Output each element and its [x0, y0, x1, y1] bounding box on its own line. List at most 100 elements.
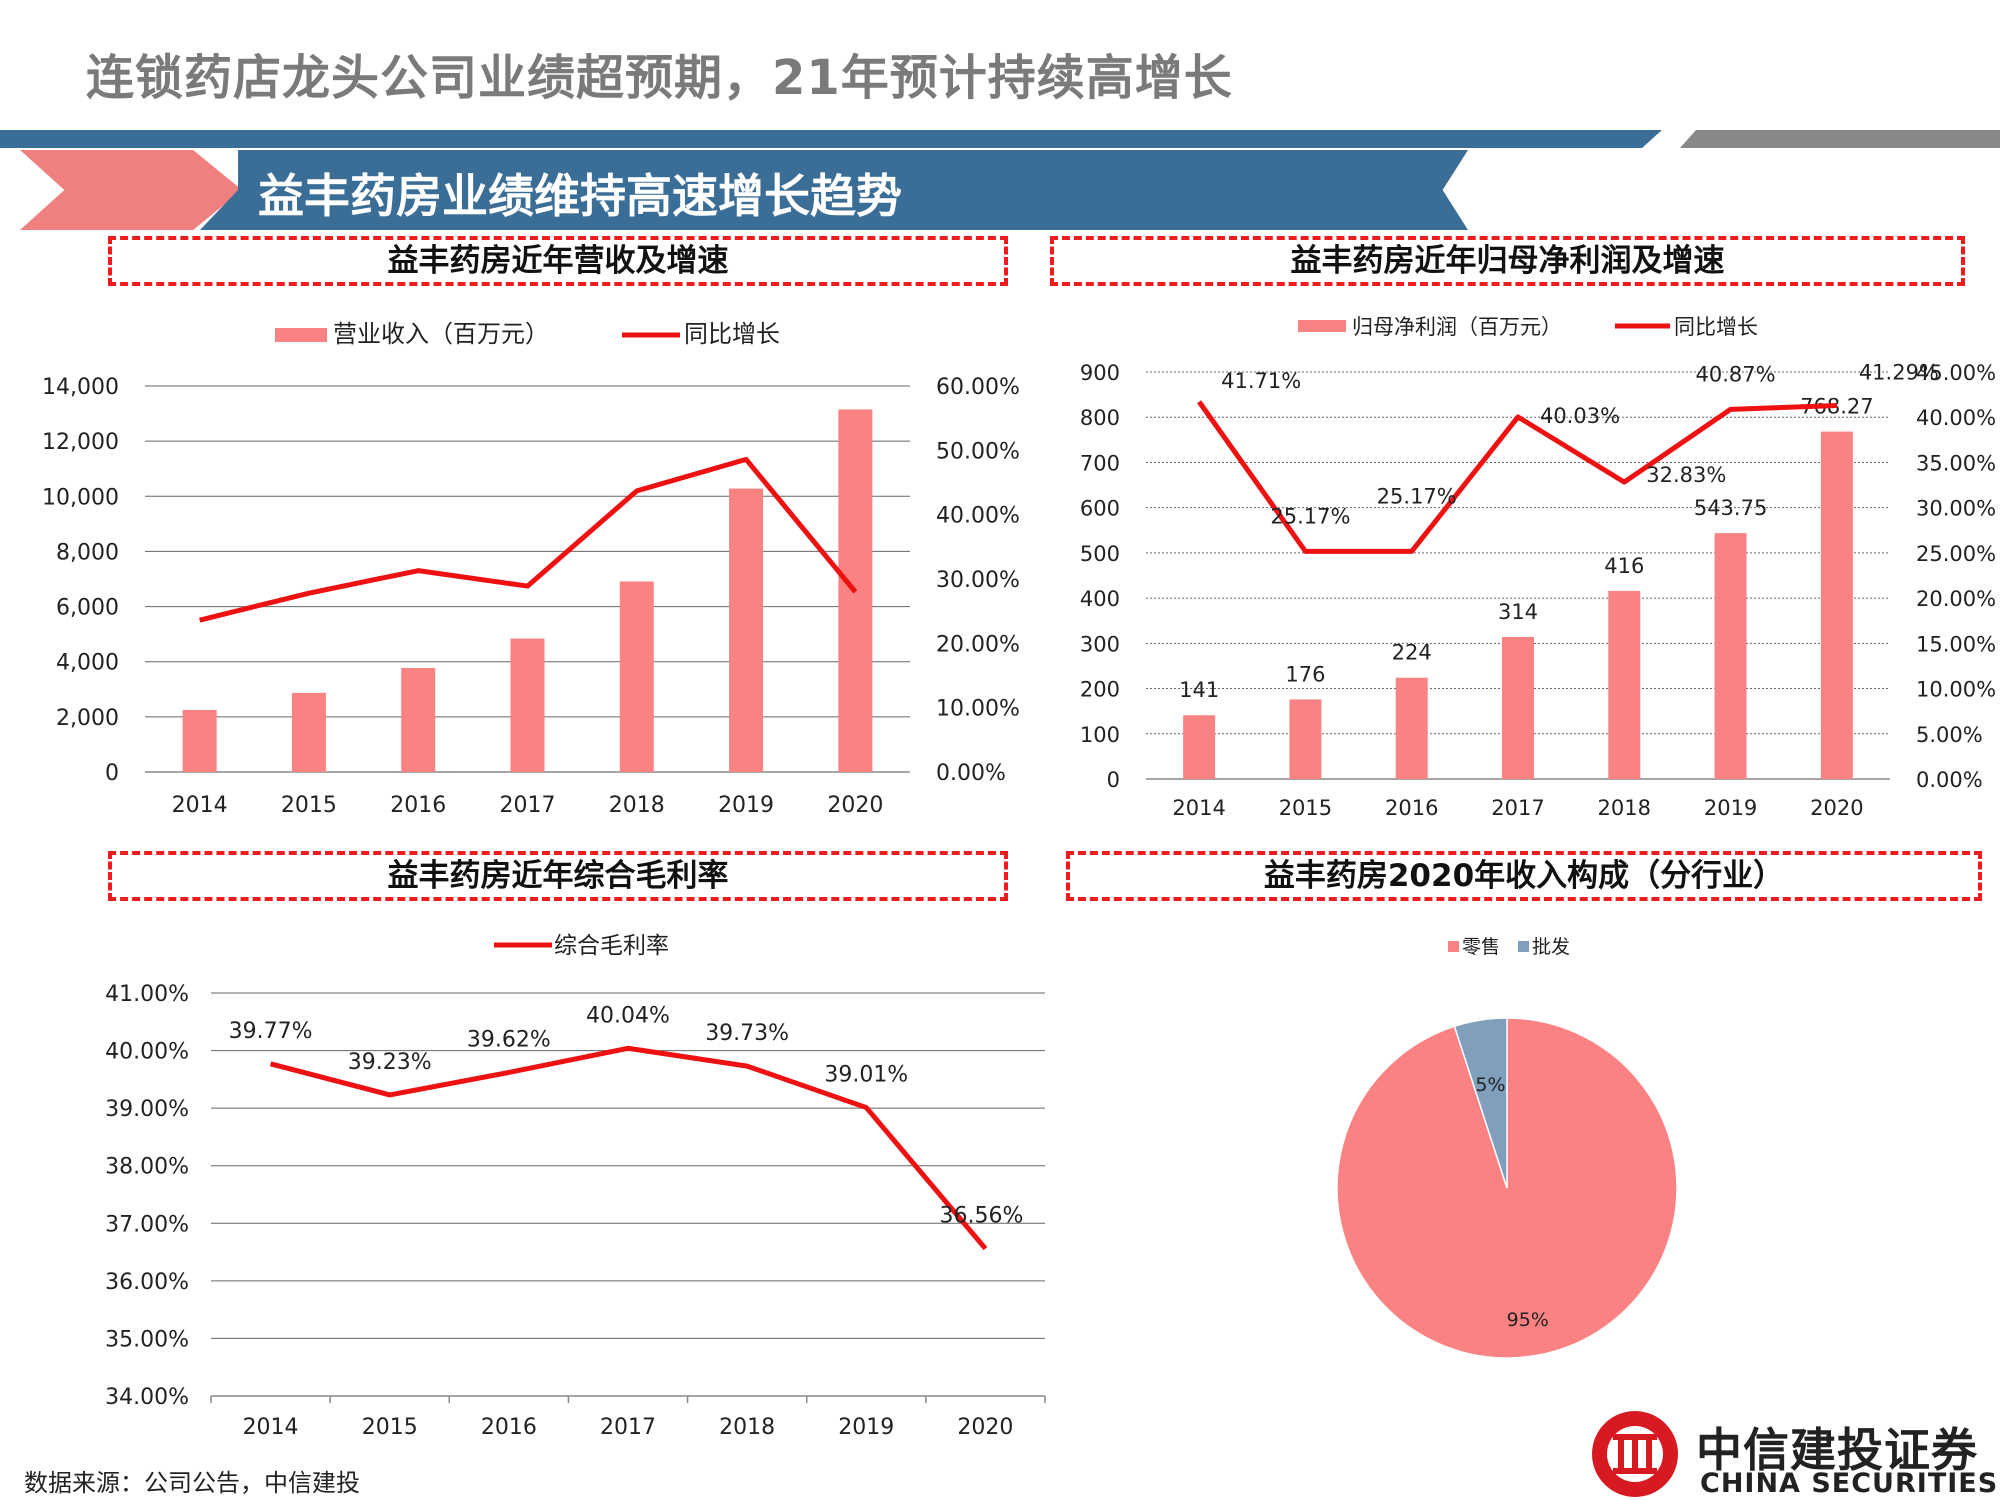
- legend-swatch-retail: [1448, 941, 1459, 952]
- x-tick-label: 2019: [1704, 796, 1757, 820]
- y2-tick-label: 50.00%: [936, 439, 1020, 464]
- line-point-label: 39.01%: [824, 1063, 908, 1088]
- legend-label-retail: 零售: [1462, 936, 1500, 958]
- y-tick-label: 6,000: [56, 596, 119, 621]
- pie-slice-label: 5%: [1475, 1074, 1505, 1096]
- y2-tick-label: 5.00%: [1916, 723, 1983, 747]
- y2-tick-label: 15.00%: [1916, 632, 1996, 656]
- brand-name-en: CHINA SECURITIES: [1700, 1468, 1999, 1499]
- y-tick-label: 400: [1080, 587, 1120, 611]
- composition-chart: 零售 批发 95% 5%: [1336, 936, 1678, 1359]
- y2-tick-label: 0.00%: [1916, 768, 1983, 792]
- y-tick-label: 10,000: [42, 485, 119, 510]
- line-point-label: 39.62%: [467, 1027, 551, 1052]
- y-tick-label: 0: [105, 761, 119, 786]
- margin-legend: 综合毛利率: [494, 933, 669, 959]
- line-point-label: 25.17%: [1270, 504, 1350, 528]
- line-point-label: 25.17%: [1377, 484, 1457, 508]
- bar-label: 176: [1285, 662, 1325, 686]
- y-tick-label: 41.00%: [105, 982, 189, 1007]
- y-tick-label: 35.00%: [105, 1327, 189, 1352]
- pie-slice-label: 95%: [1507, 1309, 1549, 1331]
- line-point-label: 39.77%: [229, 1019, 313, 1044]
- x-tick-label: 2019: [718, 793, 774, 818]
- bar-label: 314: [1498, 600, 1538, 624]
- composition-chart-title: 益丰药房2020年收入构成（分行业）: [1066, 851, 1982, 901]
- x-tick-label: 2014: [1172, 796, 1225, 820]
- y2-tick-label: 20.00%: [936, 632, 1020, 657]
- x-tick-label: 2016: [390, 793, 446, 818]
- profit-chart: 归母净利润（百万元） 同比增长 0 100 200 300 400 500 600 700 80…: [1080, 315, 1996, 820]
- y-tick-label: 2,000: [56, 706, 119, 731]
- x-tick-label: 2019: [838, 1415, 894, 1440]
- x-tick-label: 2015: [281, 793, 337, 818]
- y-tick-label: 300: [1080, 632, 1120, 656]
- legend-swatch-revenue: [275, 328, 327, 342]
- legend-label-revenue: 营业收入（百万元）: [333, 320, 549, 348]
- line-point-label: 32.83%: [1646, 463, 1726, 487]
- bar-2019: [1714, 533, 1747, 779]
- bar-label: 141: [1179, 678, 1219, 702]
- y-tick-label: 34.00%: [105, 1385, 189, 1410]
- y-tick-label: 100: [1080, 723, 1120, 747]
- x-tick-label: 2015: [1279, 796, 1332, 820]
- y-tick-label: 39.00%: [105, 1097, 189, 1122]
- y-tick-label: 4,000: [56, 651, 119, 676]
- bar-2015: [1289, 699, 1322, 779]
- y2-tick-label: 30.00%: [1916, 497, 1996, 521]
- bar-2018: [1608, 590, 1641, 779]
- y-tick-label: 37.00%: [105, 1212, 189, 1237]
- x-tick-label: 2016: [481, 1415, 537, 1440]
- bar-2014: [182, 709, 217, 772]
- line-point-label: 41.71%: [1221, 369, 1301, 393]
- line-point-label: 40.03%: [1540, 404, 1620, 428]
- section-banner: [200, 150, 1468, 230]
- header-stripe-gray: [1680, 130, 2000, 148]
- y2-tick-label: 40.00%: [1916, 406, 1996, 430]
- y2-tick-label: 40.00%: [936, 504, 1020, 529]
- x-tick-label: 2018: [1598, 796, 1651, 820]
- line-point-label: 40.04%: [586, 1003, 670, 1028]
- x-tick-label: 2017: [1491, 796, 1544, 820]
- line-point-label: 39.23%: [348, 1050, 432, 1075]
- x-tick-label: 2015: [362, 1415, 418, 1440]
- legend-swatch-profit: [1298, 320, 1346, 332]
- line-right: [1197, 400, 1837, 554]
- legend-label-margin: 综合毛利率: [554, 933, 669, 959]
- revenue-legend: 营业收入（百万元） 同比增长: [275, 320, 780, 348]
- section-banner-title: 益丰药房业绩维持高速增长趋势: [258, 169, 902, 223]
- x-tick-label: 2020: [1810, 796, 1863, 820]
- pie-slice-retail: [1336, 1017, 1678, 1359]
- y-tick-label: 14,000: [42, 375, 119, 400]
- x-tick-label: 2020: [827, 793, 883, 818]
- y2-tick-label: 30.00%: [936, 568, 1020, 593]
- y-tick-label: 800: [1080, 406, 1120, 430]
- margin-chart-title: 益丰药房近年综合毛利率: [108, 851, 1008, 901]
- bar-2016: [401, 668, 436, 772]
- x-tick-label: 2020: [957, 1415, 1013, 1440]
- line-right: [199, 456, 858, 623]
- y2-tick-label: 20.00%: [1916, 587, 1996, 611]
- bar-2014: [1183, 715, 1216, 779]
- bar-2019: [729, 488, 764, 772]
- y-tick-label: 0: [1107, 768, 1120, 792]
- bar-2015: [291, 692, 326, 772]
- x-tick-label: 2018: [719, 1415, 775, 1440]
- pie-slice-wholesale: [1453, 1017, 1508, 1189]
- line-point-label: 39.73%: [705, 1021, 789, 1046]
- line-point-label: 41.29%: [1859, 361, 1939, 385]
- legend-label-wholesale: 批发: [1532, 936, 1570, 958]
- y-tick-label: 40.00%: [105, 1040, 189, 1065]
- bar-2017: [1502, 637, 1534, 779]
- bar-2018: [619, 581, 654, 772]
- x-tick-label: 2018: [609, 793, 665, 818]
- y-tick-label: 600: [1080, 497, 1120, 521]
- y-tick-label: 500: [1080, 542, 1120, 566]
- y2-tick-label: 35.00%: [1916, 451, 1996, 475]
- y2-tick-label: 10.00%: [936, 697, 1020, 722]
- line-point-label: 40.87%: [1696, 362, 1776, 386]
- line-left: [269, 1045, 988, 1251]
- bar-2016: [1395, 677, 1428, 779]
- x-tick-label: 2017: [600, 1415, 656, 1440]
- header-stripe-blue: [0, 130, 1662, 148]
